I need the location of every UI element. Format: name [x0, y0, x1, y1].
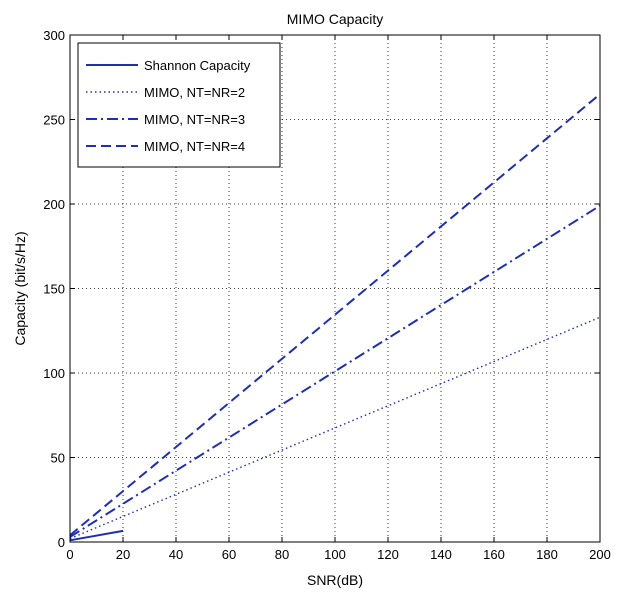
- legend-label-4: MIMO, NT=NR=4: [144, 139, 245, 154]
- x-tick-label: 20: [116, 547, 130, 562]
- y-axis-label: Capacity (bit/s/Hz): [12, 231, 28, 345]
- y-tick-label: 50: [51, 451, 65, 466]
- y-tick-label: 300: [43, 28, 65, 43]
- series-line-2: [69, 316, 601, 540]
- x-tick-label: 160: [483, 547, 505, 562]
- legend-box: [77, 42, 281, 168]
- legend-label-2: MIMO, NT=NR=2: [144, 85, 245, 100]
- legend: Shannon Capacity MIMO, NT=NR=2 MIMO, NT=NR…: [77, 42, 281, 168]
- y-tick-label: 0: [58, 535, 65, 550]
- x-tick-label: 60: [222, 547, 236, 562]
- y-tick-label: 250: [43, 113, 65, 128]
- legend-label-1: Shannon Capacity: [144, 58, 251, 73]
- x-tick-label: 80: [275, 547, 289, 562]
- x-tick-label: 140: [430, 547, 452, 562]
- x-tick-label: 180: [536, 547, 558, 562]
- series-line-1: [69, 529, 124, 542]
- x-tick-label: 200: [589, 547, 611, 562]
- series-line-4: [69, 93, 601, 537]
- legend-label-3: MIMO, NT=NR=3: [144, 112, 245, 127]
- chart-title: MIMO Capacity: [287, 11, 383, 27]
- y-tick-label: 150: [43, 282, 65, 297]
- y-tick-label: 100: [43, 366, 65, 381]
- series-line-3: [69, 204, 601, 538]
- y-tick-label: 200: [43, 197, 65, 212]
- x-tick-label: 120: [377, 547, 399, 562]
- x-tick-label: 0: [66, 547, 73, 562]
- ticks: 0 20 40 60 80 100 120 140 160 180 200 0 50 100 150 200 2…: [43, 28, 611, 562]
- x-tick-label: 100: [324, 547, 346, 562]
- series-group: [69, 93, 601, 542]
- x-axis-label: SNR(dB): [307, 572, 363, 588]
- x-tick-label: 40: [169, 547, 183, 562]
